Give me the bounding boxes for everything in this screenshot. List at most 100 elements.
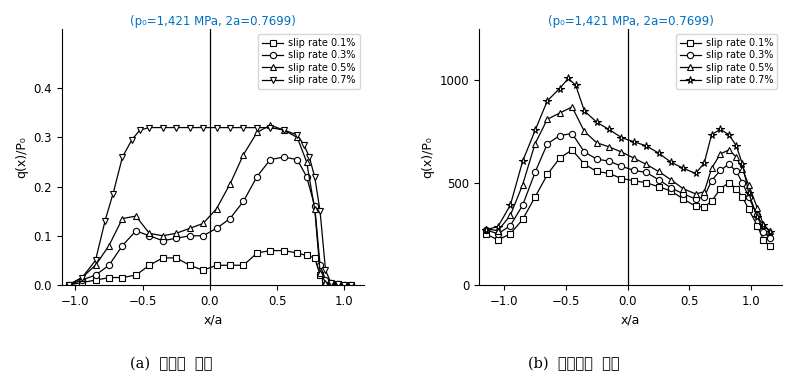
slip rate 0.5% xyxy=(118,216,128,221)
slip rate 0.5% xyxy=(518,183,528,187)
slip rate 0.7% xyxy=(171,125,181,130)
slip rate 0.1% xyxy=(505,231,515,236)
slip rate 0.5% xyxy=(678,186,688,191)
slip rate 0.5% xyxy=(279,128,289,132)
slip rate 0.7% xyxy=(108,192,118,196)
slip rate 0.7% xyxy=(629,140,638,144)
slip rate 0.5% xyxy=(691,192,701,196)
slip rate 0.7% xyxy=(691,171,701,176)
slip rate 0.3% xyxy=(64,283,73,287)
slip rate 0.7% xyxy=(127,138,136,142)
slip rate 0.1% xyxy=(252,251,261,255)
slip rate 0.3% xyxy=(131,229,140,233)
slip rate 0.7% xyxy=(212,125,222,130)
slip rate 0.1% xyxy=(265,248,275,253)
Line: slip rate 0.7%: slip rate 0.7% xyxy=(482,75,773,236)
slip rate 0.7% xyxy=(765,230,775,234)
slip rate 0.7% xyxy=(518,159,528,164)
slip rate 0.3% xyxy=(104,263,114,267)
slip rate 0.3% xyxy=(265,157,275,162)
slip rate 0.3% xyxy=(493,231,503,236)
slip rate 0.3% xyxy=(530,170,540,175)
slip rate 0.3% xyxy=(654,177,663,182)
slip rate 0.3% xyxy=(700,195,709,199)
slip rate 0.3% xyxy=(579,150,589,154)
slip rate 0.1% xyxy=(700,205,709,210)
slip rate 0.5% xyxy=(77,275,87,280)
slip rate 0.1% xyxy=(91,278,100,282)
slip rate 0.1% xyxy=(144,263,154,267)
slip rate 0.5% xyxy=(198,221,208,226)
slip rate 0.7% xyxy=(185,125,194,130)
slip rate 0.5% xyxy=(326,282,336,287)
slip rate 0.1% xyxy=(724,180,734,185)
slip rate 0.5% xyxy=(158,234,167,238)
Line: slip rate 0.1%: slip rate 0.1% xyxy=(482,147,773,249)
slip rate 0.7% xyxy=(64,283,73,287)
slip rate 0.1% xyxy=(555,156,564,160)
slip rate 0.7% xyxy=(144,125,154,130)
slip rate 0.3% xyxy=(707,178,717,183)
slip rate 0.7% xyxy=(238,125,248,130)
slip rate 0.1% xyxy=(759,238,768,242)
slip rate 0.1% xyxy=(171,256,181,260)
slip rate 0.3% xyxy=(346,283,355,287)
slip rate 0.5% xyxy=(226,182,235,186)
slip rate 0.1% xyxy=(592,169,602,174)
slip rate 0.7% xyxy=(100,219,110,223)
Line: slip rate 0.5%: slip rate 0.5% xyxy=(482,104,773,234)
slip rate 0.1% xyxy=(481,231,490,236)
slip rate 0.1% xyxy=(118,275,128,280)
slip rate 0.1% xyxy=(131,273,140,278)
slip rate 0.7% xyxy=(707,132,717,137)
slip rate 0.1% xyxy=(738,195,748,199)
slip rate 0.1% xyxy=(333,282,343,287)
slip rate 0.3% xyxy=(765,236,775,240)
slip rate 0.5% xyxy=(493,228,503,233)
slip rate 0.5% xyxy=(505,213,515,217)
slip rate 0.3% xyxy=(171,236,181,240)
slip rate 0.3% xyxy=(320,278,330,282)
slip rate 0.3% xyxy=(185,234,194,238)
slip rate 0.5% xyxy=(185,226,194,231)
Y-axis label: q(x)/P₀: q(x)/P₀ xyxy=(15,136,28,178)
slip rate 0.5% xyxy=(765,228,775,233)
slip rate 0.5% xyxy=(629,156,638,160)
Text: (b)  접촉응력  변화: (b) 접촉응력 변화 xyxy=(528,357,619,371)
slip rate 0.5% xyxy=(144,231,154,236)
slip rate 0.5% xyxy=(302,160,312,164)
Legend: slip rate 0.1%, slip rate 0.3%, slip rate 0.5%, slip rate 0.7%: slip rate 0.1%, slip rate 0.3%, slip rat… xyxy=(258,34,359,89)
slip rate 0.1% xyxy=(716,186,725,191)
slip rate 0.5% xyxy=(481,226,490,231)
slip rate 0.3% xyxy=(91,273,100,278)
X-axis label: x/a: x/a xyxy=(203,313,223,326)
slip rate 0.5% xyxy=(333,283,343,287)
slip rate 0.3% xyxy=(617,164,626,168)
slip rate 0.3% xyxy=(555,134,564,138)
slip rate 0.1% xyxy=(543,172,552,177)
slip rate 0.3% xyxy=(326,281,336,286)
slip rate 0.5% xyxy=(617,150,626,154)
slip rate 0.5% xyxy=(752,206,762,210)
slip rate 0.1% xyxy=(642,180,651,185)
slip rate 0.7% xyxy=(481,228,490,232)
slip rate 0.3% xyxy=(744,195,753,199)
slip rate 0.7% xyxy=(118,155,128,159)
slip rate 0.1% xyxy=(185,263,194,267)
slip rate 0.7% xyxy=(91,258,100,262)
slip rate 0.7% xyxy=(77,275,87,280)
slip rate 0.1% xyxy=(302,253,312,258)
slip rate 0.3% xyxy=(567,131,577,136)
slip rate 0.1% xyxy=(158,256,167,260)
slip rate 0.1% xyxy=(707,199,717,203)
slip rate 0.5% xyxy=(604,145,614,149)
slip rate 0.5% xyxy=(759,222,768,227)
slip rate 0.7% xyxy=(592,120,602,124)
slip rate 0.1% xyxy=(617,176,626,181)
slip rate 0.1% xyxy=(226,263,235,267)
slip rate 0.7% xyxy=(505,203,515,207)
slip rate 0.7% xyxy=(493,224,503,229)
slip rate 0.7% xyxy=(642,144,651,148)
slip rate 0.3% xyxy=(716,168,725,172)
Text: (a)  접선력  변화: (a) 접선력 변화 xyxy=(130,357,213,371)
